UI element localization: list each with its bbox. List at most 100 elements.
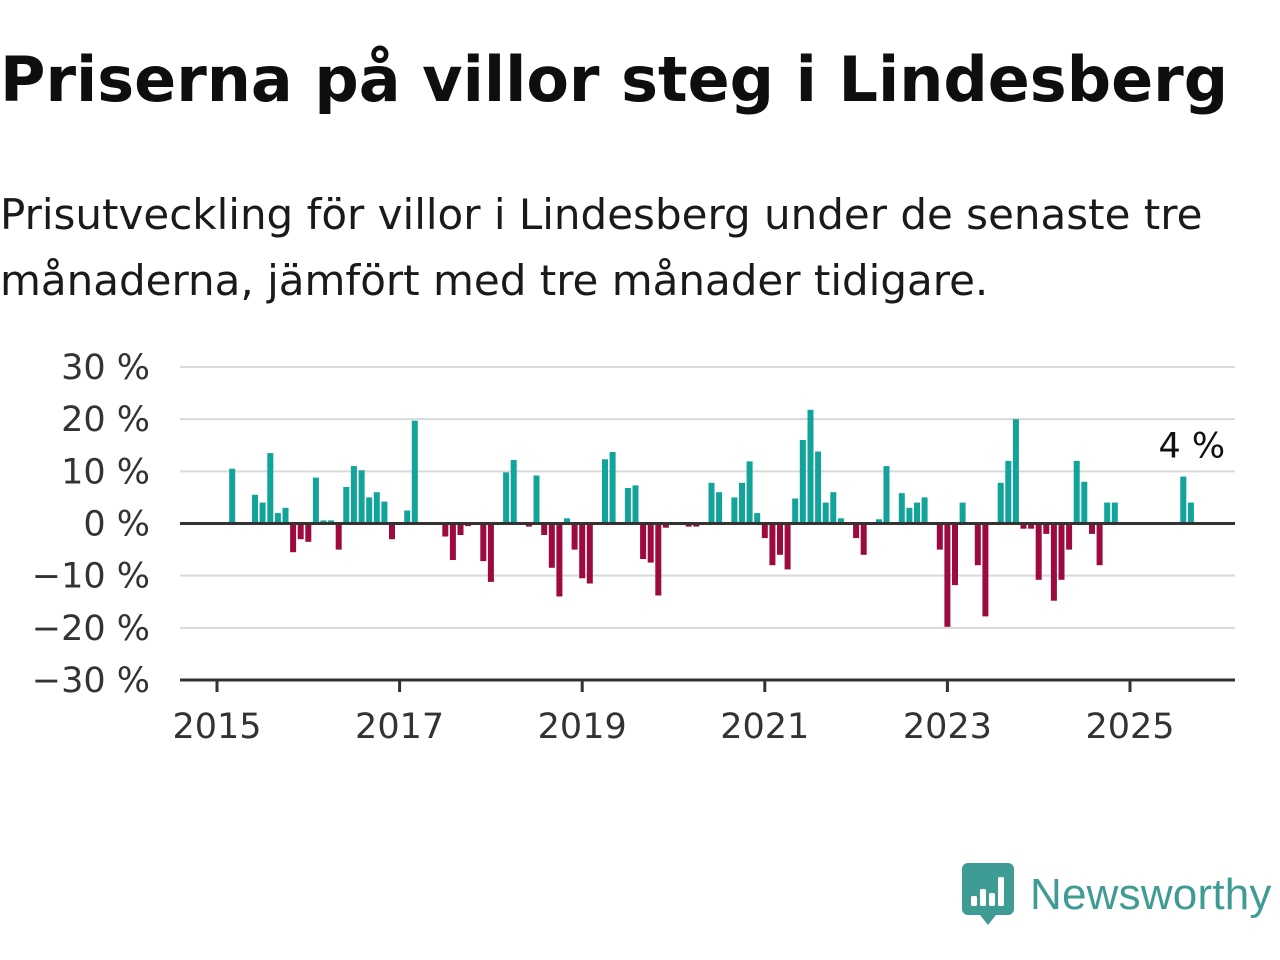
x-tick-label: 2017 [355, 707, 444, 747]
bar [906, 507, 913, 524]
bar [457, 523, 464, 535]
bar [822, 502, 829, 524]
y-tick-label: 30 % [61, 348, 150, 388]
bar [358, 470, 365, 524]
bar [936, 523, 943, 550]
bar [921, 497, 928, 524]
bar [556, 523, 563, 597]
bar [944, 523, 951, 627]
x-tick-label: 2015 [172, 707, 261, 747]
bar [647, 523, 654, 563]
bar [229, 468, 236, 524]
y-tick-label: −20 % [32, 609, 150, 649]
bar [487, 523, 494, 582]
annotation: 4 % [1159, 427, 1226, 467]
bar [1035, 523, 1042, 580]
bar [541, 523, 548, 535]
bar [853, 523, 860, 539]
bar [252, 494, 258, 524]
annotation-label: 4 % [1159, 427, 1226, 467]
bar [1081, 481, 1088, 524]
bar [290, 523, 297, 553]
bar [883, 466, 890, 524]
bar [1066, 523, 1073, 550]
bar [1043, 523, 1050, 534]
bar [480, 523, 487, 562]
x-tick-label: 2025 [1085, 707, 1174, 747]
bar [343, 487, 350, 524]
bar [624, 488, 631, 524]
newsworthy-logo-icon [962, 863, 1014, 925]
bar [449, 523, 456, 560]
bar [533, 475, 540, 524]
newsworthy-logo: Newsworthy [962, 862, 1272, 928]
brand-name: Newsworthy [1030, 870, 1272, 919]
bar [442, 523, 449, 537]
bar [381, 501, 388, 524]
bar [586, 523, 593, 584]
bar [792, 498, 799, 524]
bar [366, 497, 373, 524]
bar [1028, 523, 1035, 529]
x-tick-label: 2019 [538, 707, 627, 747]
x-axis: 2015 2017 2019 2021 2023 2025 [172, 678, 1235, 747]
bar [1104, 502, 1111, 524]
bar [739, 482, 745, 524]
bar [830, 492, 837, 524]
bar [731, 497, 738, 524]
y-tick-label: 20 % [61, 400, 150, 440]
bar [297, 523, 304, 540]
bar [662, 523, 669, 528]
bar [305, 523, 312, 542]
bar [389, 523, 395, 540]
bar [1096, 523, 1103, 566]
bar [1058, 523, 1065, 580]
bar [609, 452, 616, 524]
bar [807, 409, 814, 524]
bar [328, 520, 335, 524]
bar [320, 520, 327, 524]
bar [959, 502, 966, 524]
chart-subtitle: Prisutveckling för villor i Lindesberg u… [0, 190, 1203, 305]
bar [769, 523, 776, 566]
y-tick-label: 10 % [61, 452, 150, 492]
bar [754, 513, 761, 524]
bar [1012, 419, 1019, 524]
chart-title: Priserna på villor steg i Lindesberg [0, 43, 1229, 116]
y-tick-label: −10 % [32, 557, 150, 597]
bars [180, 409, 1235, 627]
bar [282, 507, 289, 524]
bar [716, 492, 723, 524]
bar [746, 461, 753, 524]
bar-chart: 30 %20 %10 %0 %−10 %−20 %−30 % 2015 2017 2… [32, 348, 1235, 747]
bar [777, 523, 783, 555]
y-axis-ticks: 30 % 20 % 10 % 0 % −10 % −20 % −30 % [32, 348, 150, 701]
bar [693, 523, 700, 527]
bar [799, 440, 806, 524]
bar [404, 510, 411, 524]
x-tick-label: 2021 [720, 707, 809, 747]
bar [274, 513, 281, 524]
bar [1111, 502, 1118, 524]
bar [640, 523, 647, 559]
bar [259, 502, 266, 524]
bar [685, 523, 692, 527]
bar [982, 523, 989, 617]
bar [1089, 523, 1095, 534]
bar [571, 523, 578, 550]
bar [1187, 502, 1194, 524]
bar [564, 518, 570, 524]
bar [761, 523, 768, 539]
bar [875, 519, 882, 524]
bar [1020, 523, 1027, 529]
bar [860, 523, 867, 555]
bar [503, 472, 510, 524]
bar [510, 459, 517, 524]
bar [837, 518, 844, 524]
bar [632, 485, 639, 524]
bar [411, 420, 418, 524]
bar [267, 453, 274, 524]
bar [1073, 460, 1080, 524]
bar [974, 523, 981, 566]
y-tick-label: 0 % [83, 505, 150, 545]
